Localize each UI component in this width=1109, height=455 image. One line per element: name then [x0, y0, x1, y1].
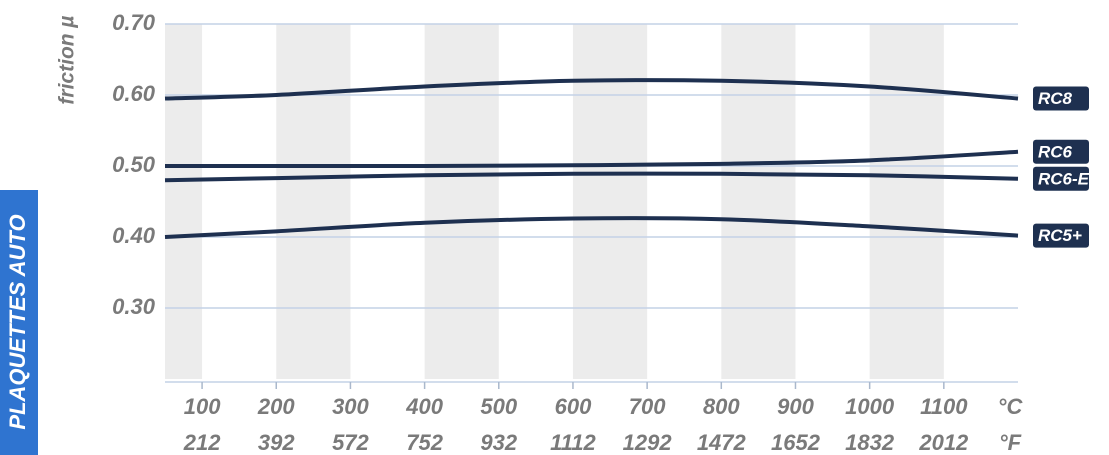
column-shade [424, 24, 499, 379]
y-tick-label: 0.60 [112, 81, 156, 106]
legend-label: RC8 [1038, 89, 1073, 108]
x-tick-label-secondary: 392 [258, 430, 295, 455]
legend-label: RC6-E [1038, 169, 1090, 188]
x-tick-label: 900 [777, 394, 814, 419]
x-unit: °C [998, 394, 1024, 419]
series-line [165, 149, 1019, 169]
x-tick-label-secondary: 752 [406, 430, 443, 455]
legend-box [1033, 166, 1089, 191]
x-tick-label: 500 [480, 394, 517, 419]
x-tick-label-secondary: 1472 [697, 430, 747, 455]
legend-box [1033, 86, 1089, 111]
series-line [164, 171, 1019, 183]
x-tick-label: 700 [629, 394, 666, 419]
x-tick-label: 200 [257, 394, 295, 419]
x-tick-label-secondary: 572 [332, 430, 369, 455]
column-shade [572, 24, 648, 379]
legend-label: RC6 [1038, 142, 1073, 161]
x-tick-label: 400 [405, 394, 443, 419]
column-shade [276, 24, 351, 379]
y-axis-label: friction µ [56, 15, 79, 104]
x-tick-label: 100 [184, 394, 221, 419]
column-shade [165, 24, 203, 379]
x-tick-label: 1000 [845, 394, 895, 419]
column-shade [869, 24, 944, 379]
y-tick-label: 0.30 [112, 294, 156, 319]
x-tick-label-secondary: 1112 [550, 430, 596, 455]
x-tick-label-secondary: 2012 [918, 430, 969, 455]
x-tick-label: 300 [332, 394, 369, 419]
side-banner [0, 190, 38, 455]
x-tick-label: 600 [555, 394, 592, 419]
x-tick-label-secondary: 932 [480, 430, 517, 455]
x-tick-label-secondary: 1652 [771, 430, 821, 455]
x-unit-secondary: °F [999, 430, 1022, 455]
series-line [164, 216, 1019, 239]
column-shade [721, 24, 796, 379]
y-tick-label: 0.40 [112, 223, 156, 248]
legend-box [1033, 223, 1089, 248]
series-line [164, 78, 1019, 101]
x-tick-label-secondary: 1832 [845, 430, 895, 455]
legend-label: RC5+ [1038, 226, 1082, 245]
y-tick-label: 0.70 [112, 10, 156, 35]
side-label: PLAQUETTES AUTO [5, 214, 30, 429]
legend-box [1033, 139, 1089, 164]
x-tick-label: 1100 [920, 394, 968, 419]
x-tick-label-secondary: 1292 [623, 430, 673, 455]
y-tick-label: 0.50 [112, 152, 156, 177]
x-tick-label: 800 [703, 394, 740, 419]
x-tick-label-secondary: 212 [183, 430, 221, 455]
